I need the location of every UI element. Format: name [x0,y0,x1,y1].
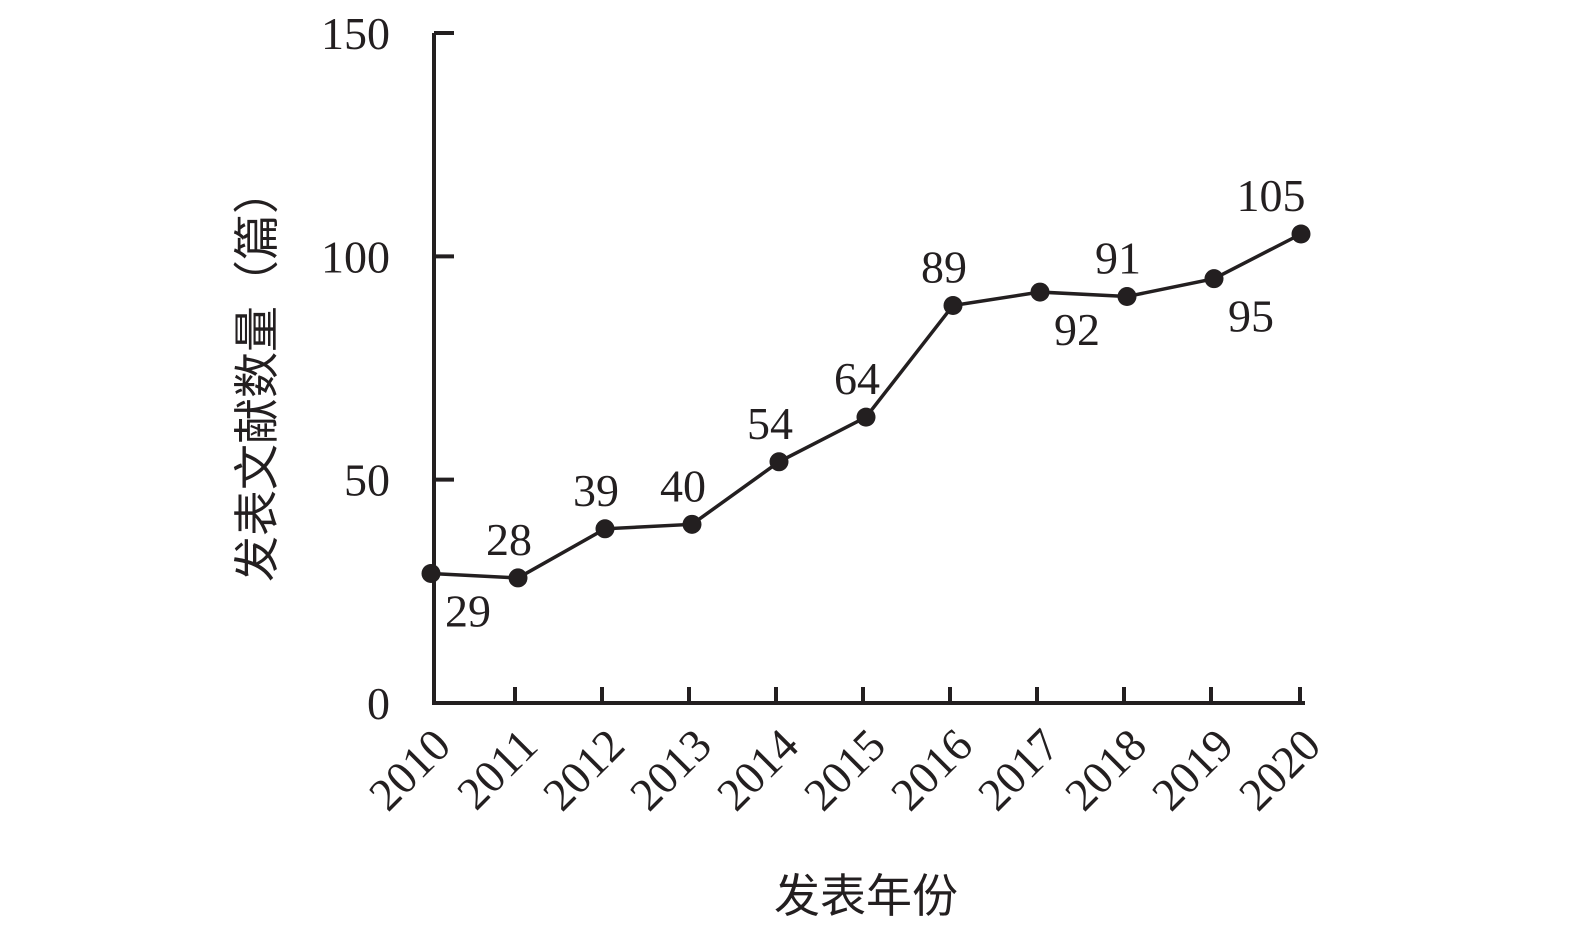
x-tick-label: 2018 [1055,719,1156,820]
data-label: 28 [486,514,532,565]
data-label: 92 [1054,304,1100,355]
x-tick-label: 2014 [707,719,808,820]
data-label: 29 [445,585,491,636]
data-point [856,407,876,427]
x-tick-label: 2013 [620,719,721,820]
x-tick-label: 2016 [881,719,982,820]
data-point [421,563,441,583]
series [430,232,1302,580]
data-point [769,452,789,472]
x-tick-label: 2010 [359,719,460,820]
data-point [1117,287,1137,307]
y-axis-title: 发表文献数量（篇） [230,168,284,582]
x-tick-label: 2017 [968,719,1069,820]
x-tick-label: 2020 [1229,719,1330,820]
series-line [430,232,1302,580]
data-label: 89 [921,241,967,292]
y-axis-ticks: 0 50 100 150 [321,8,454,729]
x-tick-label: 2019 [1142,719,1243,820]
data-point [508,568,528,588]
data-label: 105 [1237,170,1306,221]
data-point [1030,282,1050,302]
data-point [682,514,702,534]
x-axis-ticks: 2010201120122013201420152016201720182019… [359,687,1330,820]
data-label: 54 [747,398,793,449]
data-label: 39 [573,465,619,516]
data-point [1204,269,1224,289]
x-tick-label: 2015 [794,719,895,820]
x-axis-title: 发表年份 [774,869,958,923]
series-points [421,224,1311,588]
y-tick-label: 50 [344,455,390,506]
data-label: 91 [1095,233,1141,284]
x-tick-label: 2012 [533,719,634,820]
data-label: 95 [1228,291,1274,342]
y-tick-label: 150 [321,8,390,59]
axes [432,33,1305,705]
y-tick-label: 100 [321,231,390,282]
y-tick-label: 0 [367,678,390,729]
data-labels: 29 28 39 40 54 64 89 92 91 95 105 [445,170,1306,636]
data-point [943,295,963,315]
data-point [595,519,615,539]
x-tick-label: 2011 [447,719,547,819]
data-label: 64 [834,353,880,404]
data-point [1291,224,1311,244]
data-label: 40 [660,460,706,511]
